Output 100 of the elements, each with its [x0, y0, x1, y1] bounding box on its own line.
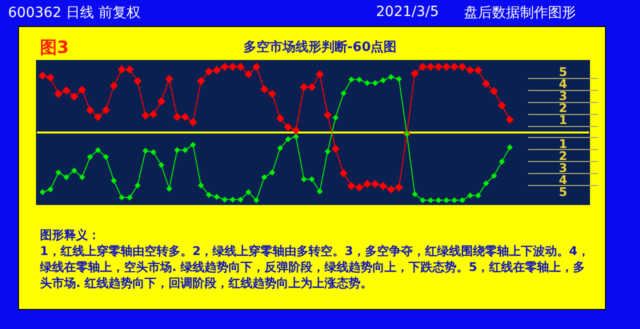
text: 图形释义：	[40, 227, 100, 244]
point	[230, 196, 236, 203]
point	[490, 172, 497, 179]
point	[339, 169, 348, 178]
point	[451, 197, 458, 204]
point	[442, 62, 451, 71]
point	[276, 114, 284, 122]
point	[78, 86, 86, 94]
point	[380, 77, 386, 84]
point	[436, 197, 442, 204]
point	[347, 182, 356, 190]
point	[62, 86, 70, 95]
point	[420, 197, 426, 204]
point	[356, 76, 362, 83]
chart-title: 多空市场线形判断-60点图	[243, 40, 397, 55]
point	[190, 142, 196, 148]
point	[418, 62, 427, 71]
point	[110, 82, 118, 90]
point	[498, 158, 505, 165]
point	[268, 90, 276, 98]
point	[332, 114, 339, 121]
point	[261, 174, 268, 180]
point	[228, 62, 237, 71]
text: 1，红线上穿零轴由空转多。2，绿线上穿零轴由多转空。3，多空争夺，红绿线围绕零轴上下波动。4，绿线在零轴上，空头市场. 绿线趋势向下，反弹阶段，绿线趋势向上，下跌态势。5，红线在零轴上，多头市场. 红线趋势向下，回调阶段，红线趋势向上为上涨态势。	[40, 243, 590, 291]
point	[372, 80, 378, 86]
point	[260, 85, 268, 94]
point	[300, 176, 307, 182]
point	[102, 106, 110, 114]
point	[450, 62, 458, 71]
point	[459, 197, 466, 204]
point	[173, 112, 182, 121]
point	[38, 72, 47, 80]
point	[300, 83, 308, 92]
point	[134, 76, 142, 86]
point	[55, 169, 62, 176]
point	[364, 80, 370, 86]
point	[308, 176, 315, 182]
point	[196, 76, 205, 86]
point	[158, 162, 164, 168]
point	[94, 112, 102, 121]
point	[490, 87, 498, 96]
point	[86, 106, 94, 114]
point	[252, 62, 260, 71]
point	[150, 149, 156, 156]
point	[474, 66, 482, 74]
point	[355, 183, 364, 192]
point	[118, 194, 125, 201]
point	[394, 183, 403, 192]
point	[204, 67, 213, 76]
point	[118, 65, 126, 74]
point	[285, 136, 292, 142]
point	[388, 74, 394, 80]
point	[157, 97, 166, 106]
point	[428, 197, 434, 204]
point	[340, 90, 346, 96]
point	[498, 101, 506, 110]
point	[63, 174, 70, 180]
scale-ladder: 5 4 3 2 1 1 2 3 4 5	[528, 66, 598, 198]
point	[222, 196, 228, 203]
point	[371, 180, 380, 188]
point	[244, 70, 253, 78]
point	[412, 191, 418, 198]
point	[324, 110, 332, 119]
point	[236, 62, 245, 71]
point	[149, 110, 158, 118]
point	[506, 144, 513, 150]
point	[238, 196, 244, 203]
point	[40, 189, 46, 196]
point	[386, 185, 396, 194]
point	[126, 65, 134, 74]
point	[379, 182, 388, 190]
point	[212, 66, 221, 74]
point	[174, 147, 180, 154]
point	[269, 169, 276, 176]
chart-subtitle: 图3	[40, 37, 69, 59]
point	[253, 197, 260, 204]
text: 600362 日线 前复权	[8, 4, 140, 22]
point	[46, 74, 55, 82]
point	[332, 144, 340, 153]
point	[70, 92, 78, 101]
point	[466, 66, 474, 74]
point	[188, 118, 198, 126]
point	[87, 154, 94, 160]
point	[206, 192, 212, 198]
point	[363, 180, 372, 188]
point	[181, 112, 190, 121]
point	[198, 182, 204, 188]
point	[308, 83, 316, 92]
point	[102, 154, 109, 160]
point	[47, 186, 54, 192]
text: 2021/3/5	[376, 4, 439, 20]
point	[396, 76, 402, 82]
point	[410, 69, 419, 78]
point	[475, 192, 482, 199]
point	[316, 188, 323, 194]
point	[426, 62, 435, 71]
point	[324, 148, 331, 154]
point	[277, 145, 284, 152]
point	[94, 147, 101, 154]
point	[220, 62, 229, 71]
